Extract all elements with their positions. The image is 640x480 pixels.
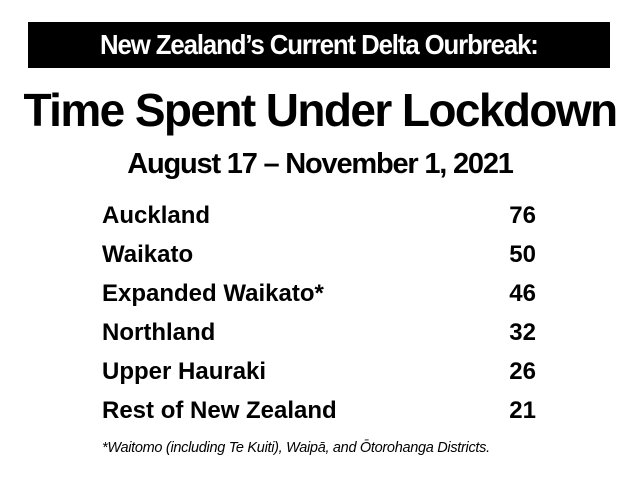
region-name: Upper Hauraki bbox=[102, 357, 267, 385]
footnote: *Waitomo (including Te Kuiti), Waipā, an… bbox=[102, 440, 490, 456]
region-name: Waikato bbox=[102, 240, 194, 268]
table-row-rest-of-new-zealand: Rest of New Zealand 21 bbox=[102, 391, 538, 430]
region-name: Auckland bbox=[102, 201, 211, 229]
region-name: Northland bbox=[102, 318, 216, 346]
header-banner: New Zealand’s Current Delta Ourbreak: bbox=[28, 22, 610, 68]
lockdown-days: 26 bbox=[509, 357, 536, 385]
page-title: Time Spent Under Lockdown bbox=[23, 84, 619, 136]
region-name: Expanded Waikato* bbox=[102, 279, 324, 307]
table-row-waikato: Waikato 50 bbox=[102, 235, 538, 274]
lockdown-table: Auckland 76 Waikato 50 Expanded Waikato*… bbox=[102, 196, 538, 430]
date-range-subtitle: August 17 – November 1, 2021 bbox=[127, 148, 514, 180]
table-row-auckland: Auckland 76 bbox=[102, 196, 538, 235]
lockdown-days: 76 bbox=[509, 201, 536, 229]
lockdown-days: 21 bbox=[509, 396, 536, 424]
banner-text: New Zealand’s Current Delta Ourbreak: bbox=[100, 29, 539, 60]
region-name: Rest of New Zealand bbox=[102, 396, 337, 424]
lockdown-days: 32 bbox=[509, 318, 536, 346]
lockdown-days: 50 bbox=[509, 240, 536, 268]
table-row-northland: Northland 32 bbox=[102, 313, 538, 352]
table-row-expanded-waikato: Expanded Waikato* 46 bbox=[102, 274, 538, 313]
table-row-upper-hauraki: Upper Hauraki 26 bbox=[102, 352, 538, 391]
lockdown-days: 46 bbox=[509, 279, 536, 307]
